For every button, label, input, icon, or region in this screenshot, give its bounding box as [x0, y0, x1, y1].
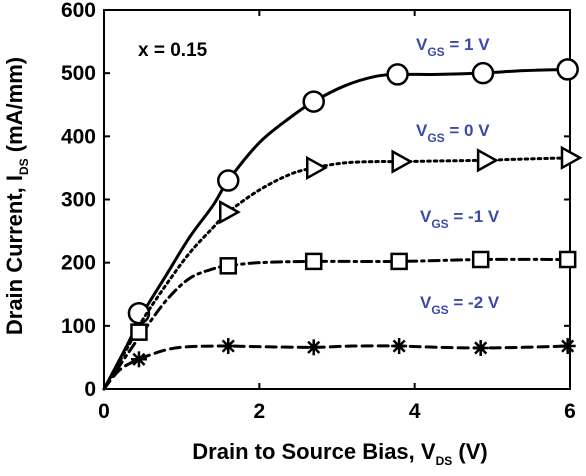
asterisk-stroke [561, 339, 575, 353]
x-tick-label: 4 [409, 400, 421, 423]
series-1-point [476, 148, 499, 173]
series-0-point [556, 58, 579, 81]
asterisk-stroke [307, 340, 321, 354]
series-3-point [220, 338, 237, 355]
series-3-point [559, 338, 576, 355]
series-label-vgs-neg2: VGS = -2 V [420, 293, 500, 317]
series-2-line [102, 257, 572, 391]
y-tick-label: 500 [61, 62, 96, 85]
series-2-point [558, 250, 577, 269]
asterisk-stroke [132, 352, 146, 366]
plot-area [102, 9, 583, 391]
y-tick-label: 300 [61, 189, 96, 212]
x-tick-label: 0 [98, 400, 110, 423]
x-axis-title: Drain to Source Bias, VDS (V) [192, 439, 487, 468]
series-0-line [102, 67, 572, 391]
asterisk-stroke [221, 339, 235, 353]
series-3-point [130, 351, 147, 368]
series-label-vgs-1: VGS = 1 V [416, 35, 490, 59]
annotation-x: x = 0.15 [138, 40, 208, 61]
asterisk-stroke [392, 339, 406, 353]
y-axis-title: Drain Current, IDS (mA/mm) [2, 57, 31, 335]
y-tick-label: 0 [84, 378, 96, 401]
axes-frame [103, 9, 571, 390]
series-0-point [471, 61, 495, 85]
series-0-point [302, 90, 325, 113]
y-tick-label: 400 [61, 125, 96, 148]
series-2-point [130, 323, 148, 341]
series-2-point [390, 252, 408, 271]
series-2-point [304, 252, 323, 271]
series-3-line [102, 344, 570, 391]
series-2-point [471, 250, 490, 269]
y-tick-label: 600 [61, 0, 96, 22]
series-1-point [306, 155, 328, 181]
series-0-point [386, 63, 409, 86]
x-tick-label: 2 [253, 400, 265, 423]
series-1-line [102, 156, 572, 391]
series-3-point [472, 339, 489, 356]
series-3-point [305, 339, 322, 356]
series-3-point [391, 338, 408, 355]
series-label-vgs-neg1: VGS = -1 V [420, 207, 500, 231]
series-2-point [219, 257, 238, 275]
series-0-point [217, 169, 240, 192]
y-tick-label: 100 [61, 315, 96, 338]
tick-labels: 0 100 200 300 400 500 600 0 2 4 6 [61, 0, 576, 423]
series-label-vgs-0: VGS = 0 V [416, 121, 490, 145]
y-tick-label: 200 [61, 252, 96, 275]
x-tick-label: 6 [564, 400, 576, 423]
series-1-point [391, 149, 414, 174]
series-1-point [560, 145, 583, 170]
series-1-point [219, 200, 241, 225]
asterisk-stroke [474, 341, 488, 355]
